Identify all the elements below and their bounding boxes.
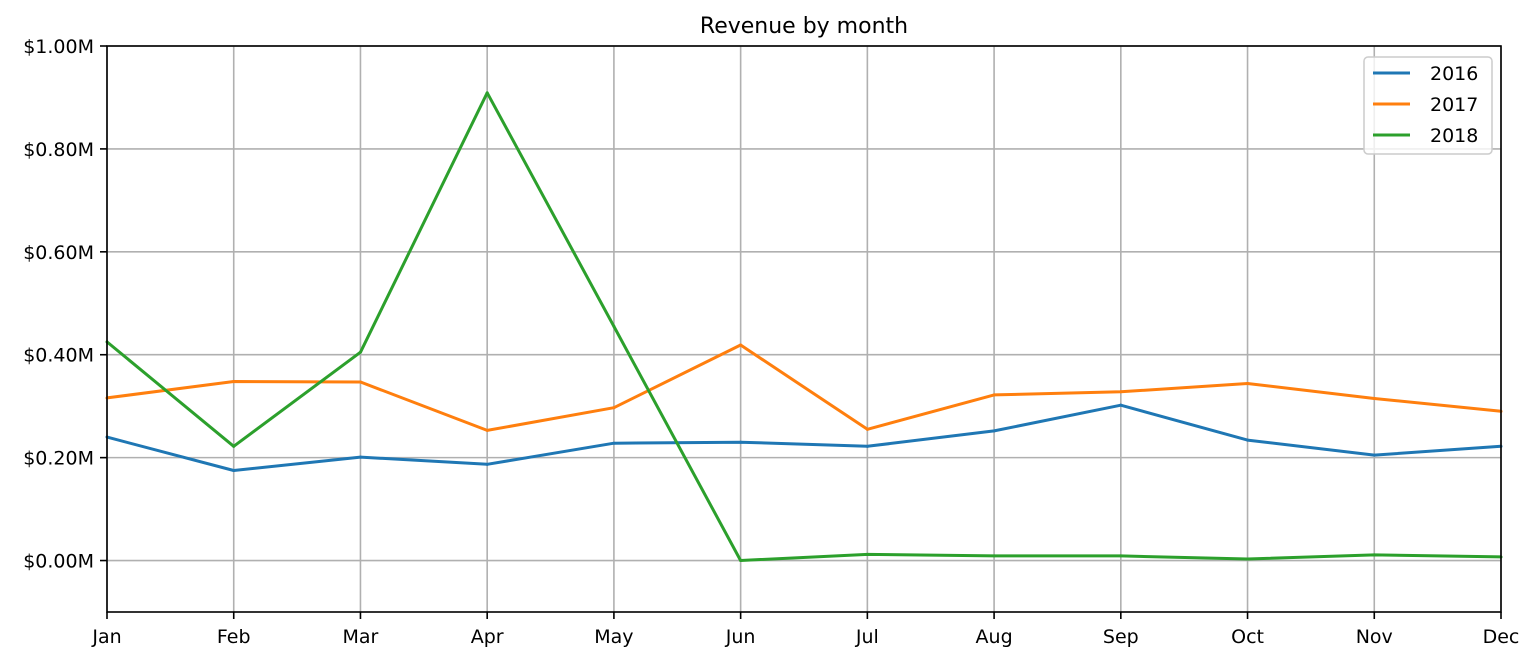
- data-point-2017: [358, 380, 362, 384]
- data-point-2017: [485, 428, 489, 432]
- data-point-2016: [1372, 453, 1376, 457]
- data-point-2017: [232, 379, 236, 383]
- y-tick-label: $1.00M: [23, 36, 94, 58]
- data-point-2018: [739, 559, 743, 563]
- y-tick-label: $0.40M: [23, 345, 94, 367]
- data-point-2018: [485, 91, 489, 95]
- data-point-2016: [612, 441, 616, 445]
- data-point-2018: [1119, 554, 1123, 558]
- data-point-2016: [1246, 438, 1250, 442]
- x-tick-label: Apr: [471, 626, 504, 648]
- data-point-2017: [992, 393, 996, 397]
- x-tick-label: Oct: [1231, 626, 1264, 648]
- x-tick-label: Aug: [976, 626, 1013, 648]
- data-point-2016: [739, 440, 743, 444]
- legend-label: 2018: [1430, 125, 1478, 147]
- x-tick-label: Sep: [1103, 626, 1139, 648]
- x-tick-label: Jul: [855, 626, 879, 648]
- x-tick-label: Feb: [217, 626, 251, 648]
- data-point-2018: [1372, 553, 1376, 557]
- y-tick-label: $0.00M: [23, 551, 94, 573]
- plot-area-frame: [106, 45, 1502, 613]
- series-line-2017: [106, 343, 1502, 432]
- data-point-2016: [485, 462, 489, 466]
- chart-title: Revenue by month: [700, 14, 908, 39]
- series-line-2016: [106, 403, 1502, 472]
- y-tick-label: $0.60M: [23, 242, 94, 264]
- data-point-2017: [1246, 382, 1250, 386]
- data-point-2016: [358, 455, 362, 459]
- x-axis: Jan Feb Mar Apr May Jun Jul Aug Sep Oct Nov Dec: [91, 612, 1519, 648]
- data-point-2016: [865, 444, 869, 448]
- x-tick-label: Jan: [91, 626, 121, 648]
- legend-label: 2016: [1430, 63, 1478, 85]
- series-lines: [105, 91, 1503, 563]
- data-point-2016: [992, 429, 996, 433]
- data-point-2018: [358, 350, 362, 354]
- data-point-2016: [232, 469, 236, 472]
- data-point-2018: [1246, 557, 1250, 561]
- data-point-2018: [612, 324, 616, 328]
- data-point-2018: [232, 444, 236, 448]
- x-tick-label: Nov: [1356, 626, 1393, 648]
- data-point-2017: [739, 343, 743, 347]
- x-tick-label: Jun: [725, 626, 756, 648]
- data-point-2017: [612, 406, 616, 410]
- x-tick-label: May: [594, 626, 633, 648]
- data-point-2017: [1119, 390, 1123, 394]
- data-point-2018: [865, 552, 869, 556]
- gridlines: [106, 45, 1502, 612]
- y-tick-label: $0.20M: [23, 448, 94, 470]
- data-point-2016: [1119, 403, 1123, 407]
- data-point-2017: [1372, 396, 1376, 400]
- data-point-2018: [992, 554, 996, 558]
- y-tick-label: $0.80M: [23, 139, 94, 161]
- series-line-2018: [106, 91, 1502, 562]
- legend-label: 2017: [1430, 94, 1478, 116]
- y-axis: $0.00M $0.20M $0.40M $0.60M $0.80M $1.00M: [23, 36, 107, 573]
- data-point-2017: [865, 427, 869, 431]
- x-tick-label: Dec: [1483, 626, 1520, 648]
- legend-box: [1363, 56, 1493, 155]
- legend: 2016 2017 2018: [1363, 56, 1493, 155]
- x-tick-label: Mar: [343, 626, 379, 648]
